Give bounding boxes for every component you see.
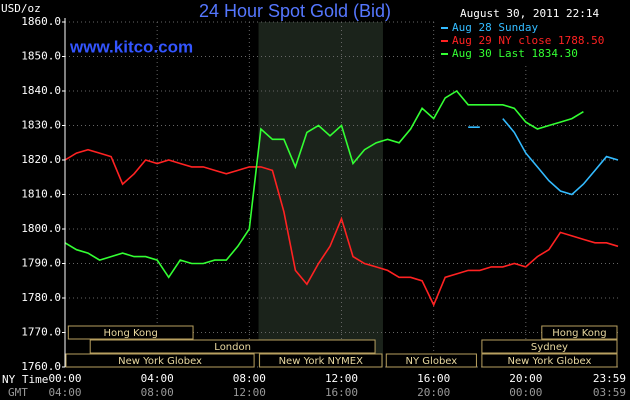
session-box — [65, 353, 255, 368]
lines — [64, 89, 619, 307]
y-axis-label: USD/oz — [1, 2, 41, 15]
x-tick-label: 00:00 — [48, 372, 81, 385]
axes: 1760.0 1770.0 1780.0 1790.0 1800.0 1810.0 1820… — [21, 15, 626, 399]
legend-label: Aug 29 NY close 1788.50 — [452, 34, 604, 47]
session-label: Sydney — [531, 342, 568, 353]
session-label: New York NYMEX — [279, 356, 364, 367]
watermark: www.kitco.com — [69, 37, 193, 56]
session-label: NY Globex — [406, 356, 458, 367]
y-tick-label: 1850.0 — [21, 50, 61, 63]
x2-tick-label: 20:00 — [417, 386, 450, 399]
y-tick-label: 1760.0 — [21, 360, 61, 373]
x-tick-label: 12:00 — [325, 372, 358, 385]
session-label: New York Globex — [118, 356, 202, 367]
x-tick-label: 04:00 — [141, 372, 174, 385]
y-tick-label: 1810.0 — [21, 188, 61, 201]
x-tick-label: 23:59 — [593, 372, 626, 385]
x-tick-label: 08:00 — [233, 372, 266, 385]
legend-label: Aug 30 Last 1834.30 — [452, 47, 578, 60]
x-tick-label: 20:00 — [509, 372, 542, 385]
session-box — [259, 353, 383, 368]
series-line — [64, 89, 584, 279]
session-box — [541, 325, 618, 340]
x2-tick-label: 00:00 — [509, 386, 542, 399]
y-tick-label: 1820.0 — [21, 153, 61, 166]
session-label: Hong Kong — [103, 328, 157, 339]
sessions: Hong Kong Hong Kong London Sydney New York G… — [65, 325, 618, 368]
x2-tick-label: 03:59 — [593, 386, 626, 399]
legend-box — [436, 20, 620, 64]
timestamp: August 30, 2011 22:14 — [460, 7, 599, 20]
x2-tick-label: 16:00 — [325, 386, 358, 399]
y-tick-label: 1860.0 — [21, 15, 61, 28]
x-tick-label: 16:00 — [417, 372, 450, 385]
session-label: New York Globex — [508, 356, 592, 367]
chart-title: 24 Hour Spot Gold (Bid) — [199, 1, 391, 21]
series-line — [468, 118, 619, 196]
session-box — [481, 339, 618, 354]
session-label: Hong Kong — [552, 328, 606, 339]
x2-tick-label: 04:00 — [48, 386, 81, 399]
y-tick-label: 1790.0 — [21, 257, 61, 270]
session-label: London — [214, 342, 251, 353]
series-line — [64, 148, 619, 307]
y-tick-label: 1780.0 — [21, 291, 61, 304]
x-axis-label: NY Time — [2, 373, 48, 386]
y-tick-label: 1770.0 — [21, 326, 61, 339]
y-tick-label: 1840.0 — [21, 84, 61, 97]
x2-tick-label: 12:00 — [233, 386, 266, 399]
y-tick-label: 1830.0 — [21, 119, 61, 132]
session-box — [89, 339, 376, 354]
session-box — [385, 353, 477, 368]
x2-tick-label: 08:00 — [141, 386, 174, 399]
y-tick-label: 1800.0 — [21, 222, 61, 235]
session-box — [67, 325, 194, 340]
session-box — [481, 353, 618, 368]
legend-label: Aug 28 Sunday — [452, 21, 538, 34]
x2-axis-label: GMT — [8, 386, 28, 399]
